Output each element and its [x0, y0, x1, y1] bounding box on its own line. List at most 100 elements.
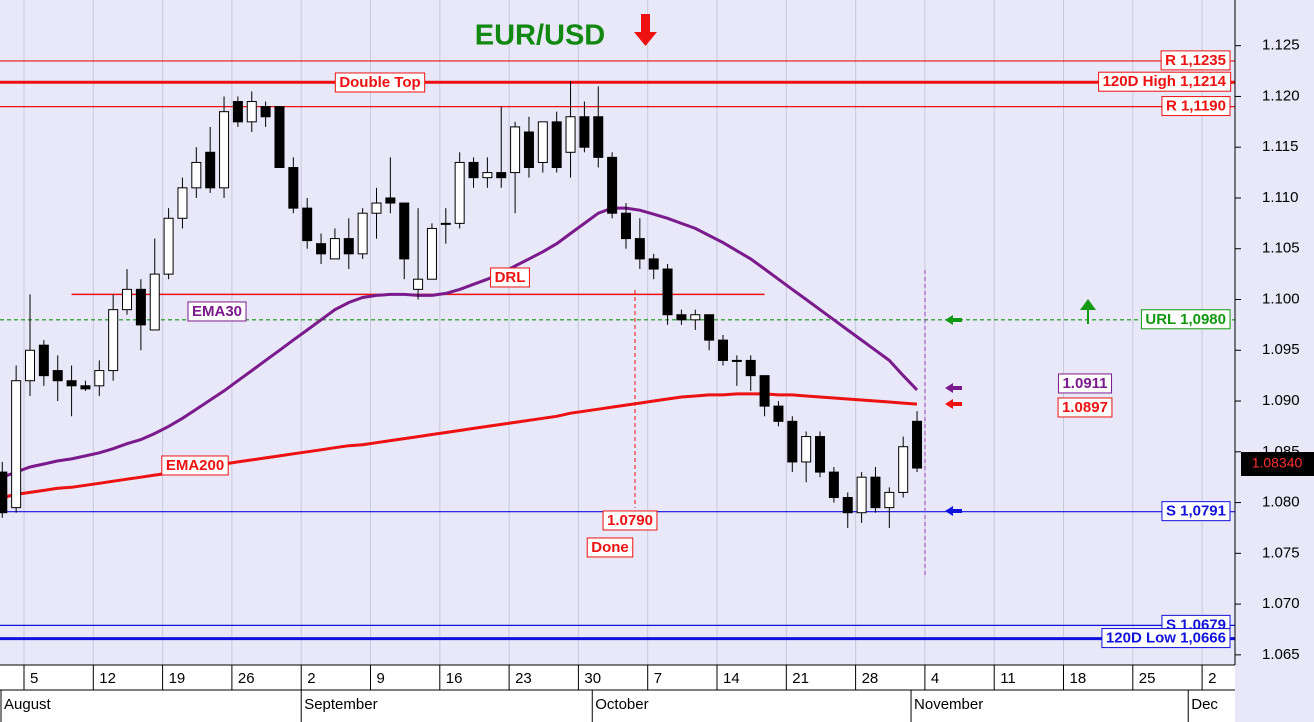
x-tick-label: 7 [654, 670, 662, 687]
candle-body [828, 471, 839, 498]
annotation: EMA30 [192, 303, 242, 320]
y-tick-label: 1.080 [1262, 494, 1300, 511]
candle-body [898, 446, 909, 493]
annotation-box [490, 267, 530, 288]
annotation: EMA200 [166, 457, 224, 474]
indicator-line [1, 206, 919, 479]
candle-body [704, 314, 715, 341]
candle-body [620, 212, 631, 240]
candle-body [801, 436, 812, 463]
level-label-box [1098, 71, 1232, 92]
x-tick-label: 18 [1070, 670, 1087, 687]
level-label: URL 1,0980 [1145, 311, 1226, 328]
down-arrow [634, 14, 657, 46]
candle-body [648, 258, 659, 270]
level-label: R 1,1235 [1165, 52, 1226, 69]
x-tick-label: 23 [515, 670, 532, 687]
annotation: 1.0790 [607, 512, 653, 529]
y-tick-label: 1.095 [1262, 341, 1300, 358]
x-axis-area [0, 665, 1235, 722]
x-tick-label: 11 [1000, 670, 1016, 687]
x-tick-label: 19 [169, 670, 186, 687]
y-tick-label: 1.105 [1262, 240, 1300, 257]
candle-body [773, 405, 784, 422]
candle-body [510, 126, 521, 174]
y-tick-label: 1.120 [1262, 87, 1300, 104]
candle-body [135, 288, 146, 326]
y-tick-label: 1.115 [1262, 138, 1298, 155]
candle-body [66, 380, 77, 387]
candle-body [38, 344, 49, 377]
candle-body [912, 420, 923, 469]
candle-body [870, 476, 881, 509]
candle-body [537, 121, 548, 163]
candle-body [385, 197, 396, 204]
annotation-box [1057, 397, 1113, 418]
left-arrow [945, 506, 962, 516]
annotation-box [1057, 373, 1113, 394]
month-label: August [4, 696, 52, 713]
candle-body [787, 420, 798, 463]
level-label-box [1160, 50, 1231, 71]
level-label: S 1,0791 [1166, 503, 1226, 520]
candle-body [316, 243, 327, 255]
annotation-box [161, 455, 229, 476]
y-tick-label: 1.070 [1262, 595, 1300, 612]
candle-body [52, 370, 63, 382]
candle-body [177, 187, 188, 219]
month-label: November [914, 696, 983, 713]
candle-body [593, 116, 604, 158]
month-label: Dec [1191, 696, 1218, 713]
candle-body [274, 106, 285, 169]
candle-body [634, 238, 645, 260]
up-arrow [1080, 299, 1096, 324]
candle-body [329, 238, 340, 260]
x-tick-label: 26 [238, 670, 255, 687]
x-tick-label: 2 [307, 670, 315, 687]
annotation: Double Top [339, 74, 420, 91]
candle-body [496, 172, 507, 179]
x-tick-label: 21 [792, 670, 809, 687]
x-tick-label: 28 [862, 670, 879, 687]
candle-body [260, 106, 271, 118]
x-tick-label: 25 [1139, 670, 1156, 687]
y-tick-label: 1.075 [1262, 544, 1300, 561]
x-tick-label: 4 [931, 670, 939, 687]
candle-body [815, 436, 826, 473]
x-tick-label: 16 [446, 670, 463, 687]
y-tick-label: 1.125 [1262, 37, 1300, 54]
candle-body [413, 278, 424, 290]
annotation-box [334, 72, 426, 93]
month-label: September [304, 696, 377, 713]
candle-body [371, 202, 382, 214]
candle-body [302, 207, 313, 242]
candle-body [246, 101, 257, 123]
x-tick-label: 14 [723, 670, 740, 687]
x-tick-label: 5 [30, 670, 38, 687]
candle-body [745, 359, 756, 377]
annotation-box [187, 301, 247, 322]
candle-body [25, 349, 35, 382]
x-tick-label: 2 [1208, 670, 1216, 687]
annotation: Done [591, 539, 629, 556]
level-label-box [1161, 501, 1231, 522]
candle-body [205, 151, 216, 189]
candle-body [288, 167, 299, 209]
left-arrow [945, 315, 962, 325]
candle-body [108, 309, 119, 372]
month-label: October [595, 696, 648, 713]
x-tick-label: 30 [584, 670, 601, 687]
candle-body [676, 314, 687, 321]
level-label: 120D High 1,1214 [1103, 73, 1227, 90]
last-price: 1.08340 [1252, 455, 1303, 471]
candle-body [94, 370, 105, 387]
candle-body [232, 101, 243, 123]
candle-body [551, 121, 562, 169]
candle-body [440, 222, 451, 225]
candle-body [690, 314, 701, 321]
x-tick-label: 12 [99, 670, 116, 687]
candle-body [399, 202, 410, 260]
candle-body [343, 238, 354, 255]
left-arrow [945, 383, 962, 393]
